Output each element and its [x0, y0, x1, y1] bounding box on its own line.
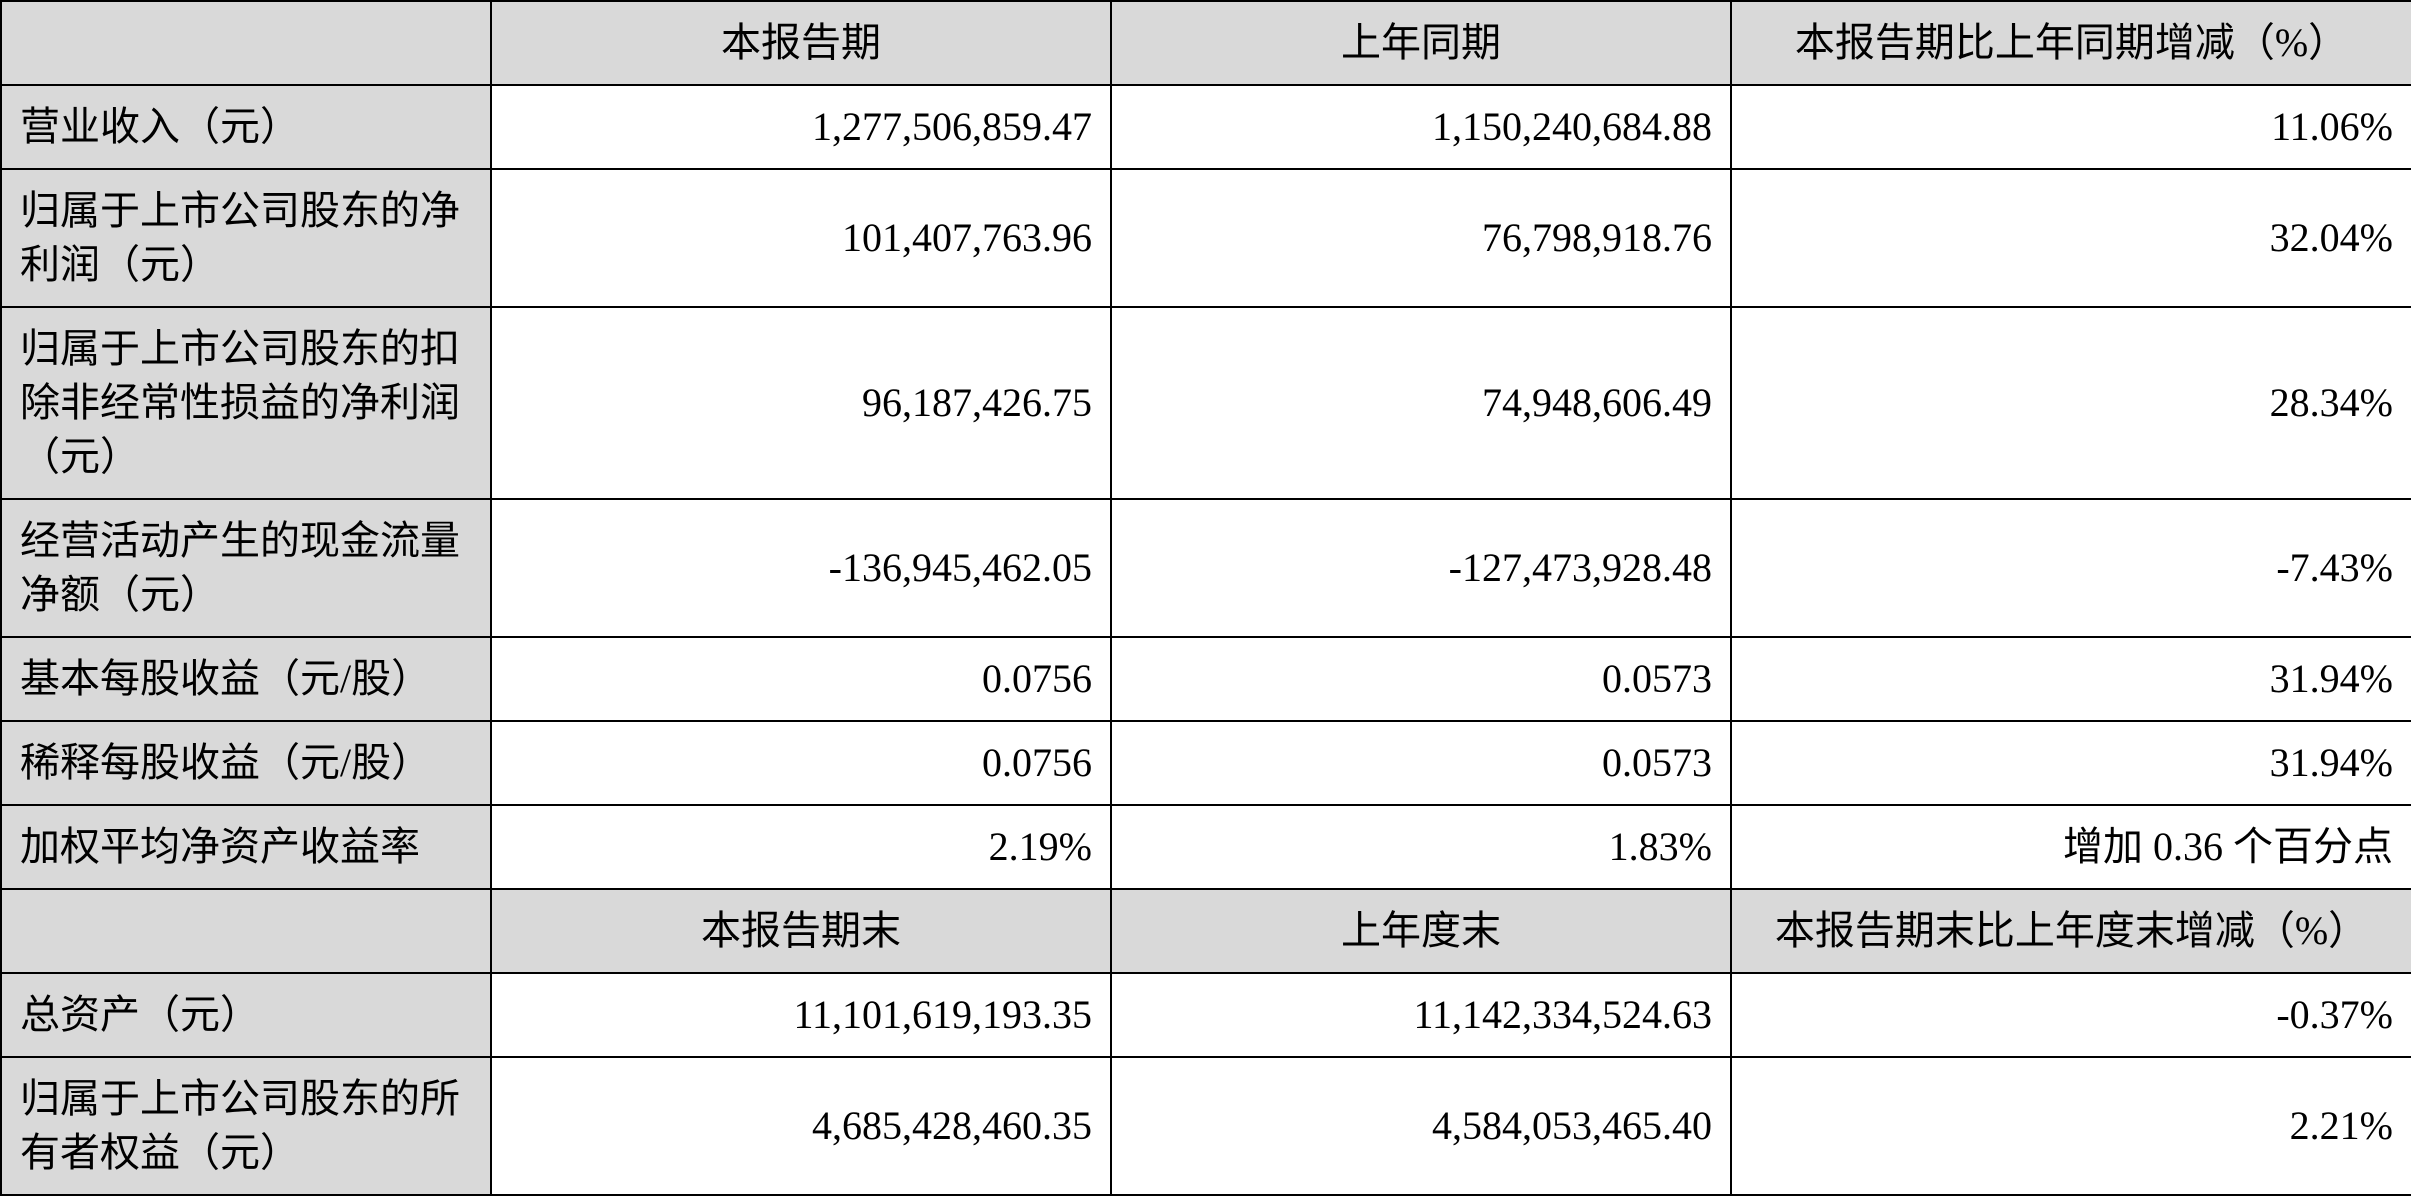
row-prior: -127,473,928.48 [1111, 499, 1731, 637]
row-current: 11,101,619,193.35 [491, 973, 1111, 1057]
financial-table-container: 本报告期 上年同期 本报告期比上年同期增减（%） 营业收入（元） 1,277,5… [0, 0, 2411, 1196]
table-header-row: 本报告期 上年同期 本报告期比上年同期增减（%） [1, 1, 2411, 85]
row-prior: 0.0573 [1111, 721, 1731, 805]
table-row: 稀释每股收益（元/股） 0.0756 0.0573 31.94% [1, 721, 2411, 805]
row-label: 基本每股收益（元/股） [1, 637, 491, 721]
row-current: 1,277,506,859.47 [491, 85, 1111, 169]
header-current-period-end: 本报告期末 [491, 889, 1111, 973]
row-change: 11.06% [1731, 85, 2411, 169]
table-row: 经营活动产生的现金流量净额（元） -136,945,462.05 -127,47… [1, 499, 2411, 637]
header-blank [1, 889, 491, 973]
row-current: 0.0756 [491, 721, 1111, 805]
row-change: 31.94% [1731, 721, 2411, 805]
row-current: 101,407,763.96 [491, 169, 1111, 307]
row-label: 营业收入（元） [1, 85, 491, 169]
row-current: -136,945,462.05 [491, 499, 1111, 637]
row-prior: 1.83% [1111, 805, 1731, 889]
row-current: 2.19% [491, 805, 1111, 889]
row-prior: 76,798,918.76 [1111, 169, 1731, 307]
table-row: 归属于上市公司股东的所有者权益（元） 4,685,428,460.35 4,58… [1, 1057, 2411, 1195]
row-change: -7.43% [1731, 499, 2411, 637]
row-label: 归属于上市公司股东的净利润（元） [1, 169, 491, 307]
table-header-row: 本报告期末 上年度末 本报告期末比上年度末增减（%） [1, 889, 2411, 973]
row-prior: 4,584,053,465.40 [1111, 1057, 1731, 1195]
row-label: 总资产（元） [1, 973, 491, 1057]
row-current: 4,685,428,460.35 [491, 1057, 1111, 1195]
row-prior: 74,948,606.49 [1111, 307, 1731, 499]
header-prior-year-end: 上年度末 [1111, 889, 1731, 973]
table-row: 基本每股收益（元/股） 0.0756 0.0573 31.94% [1, 637, 2411, 721]
row-label: 稀释每股收益（元/股） [1, 721, 491, 805]
table-row: 归属于上市公司股东的扣除非经常性损益的净利润（元） 96,187,426.75 … [1, 307, 2411, 499]
header-current-period: 本报告期 [491, 1, 1111, 85]
row-label: 归属于上市公司股东的所有者权益（元） [1, 1057, 491, 1195]
row-prior: 0.0573 [1111, 637, 1731, 721]
header-change-pct: 本报告期比上年同期增减（%） [1731, 1, 2411, 85]
row-change: 2.21% [1731, 1057, 2411, 1195]
row-prior: 1,150,240,684.88 [1111, 85, 1731, 169]
header-prior-period: 上年同期 [1111, 1, 1731, 85]
row-current: 0.0756 [491, 637, 1111, 721]
row-current: 96,187,426.75 [491, 307, 1111, 499]
row-change: 增加 0.36 个百分点 [1731, 805, 2411, 889]
row-change: 32.04% [1731, 169, 2411, 307]
row-change: -0.37% [1731, 973, 2411, 1057]
row-label: 归属于上市公司股东的扣除非经常性损益的净利润（元） [1, 307, 491, 499]
header-blank [1, 1, 491, 85]
row-label: 经营活动产生的现金流量净额（元） [1, 499, 491, 637]
table-row: 加权平均净资产收益率 2.19% 1.83% 增加 0.36 个百分点 [1, 805, 2411, 889]
row-change: 31.94% [1731, 637, 2411, 721]
financial-table: 本报告期 上年同期 本报告期比上年同期增减（%） 营业收入（元） 1,277,5… [0, 0, 2411, 1196]
table-row: 营业收入（元） 1,277,506,859.47 1,150,240,684.8… [1, 85, 2411, 169]
table-row: 总资产（元） 11,101,619,193.35 11,142,334,524.… [1, 973, 2411, 1057]
table-row: 归属于上市公司股东的净利润（元） 101,407,763.96 76,798,9… [1, 169, 2411, 307]
header-change-pct-end: 本报告期末比上年度末增减（%） [1731, 889, 2411, 973]
row-label: 加权平均净资产收益率 [1, 805, 491, 889]
row-change: 28.34% [1731, 307, 2411, 499]
row-prior: 11,142,334,524.63 [1111, 973, 1731, 1057]
